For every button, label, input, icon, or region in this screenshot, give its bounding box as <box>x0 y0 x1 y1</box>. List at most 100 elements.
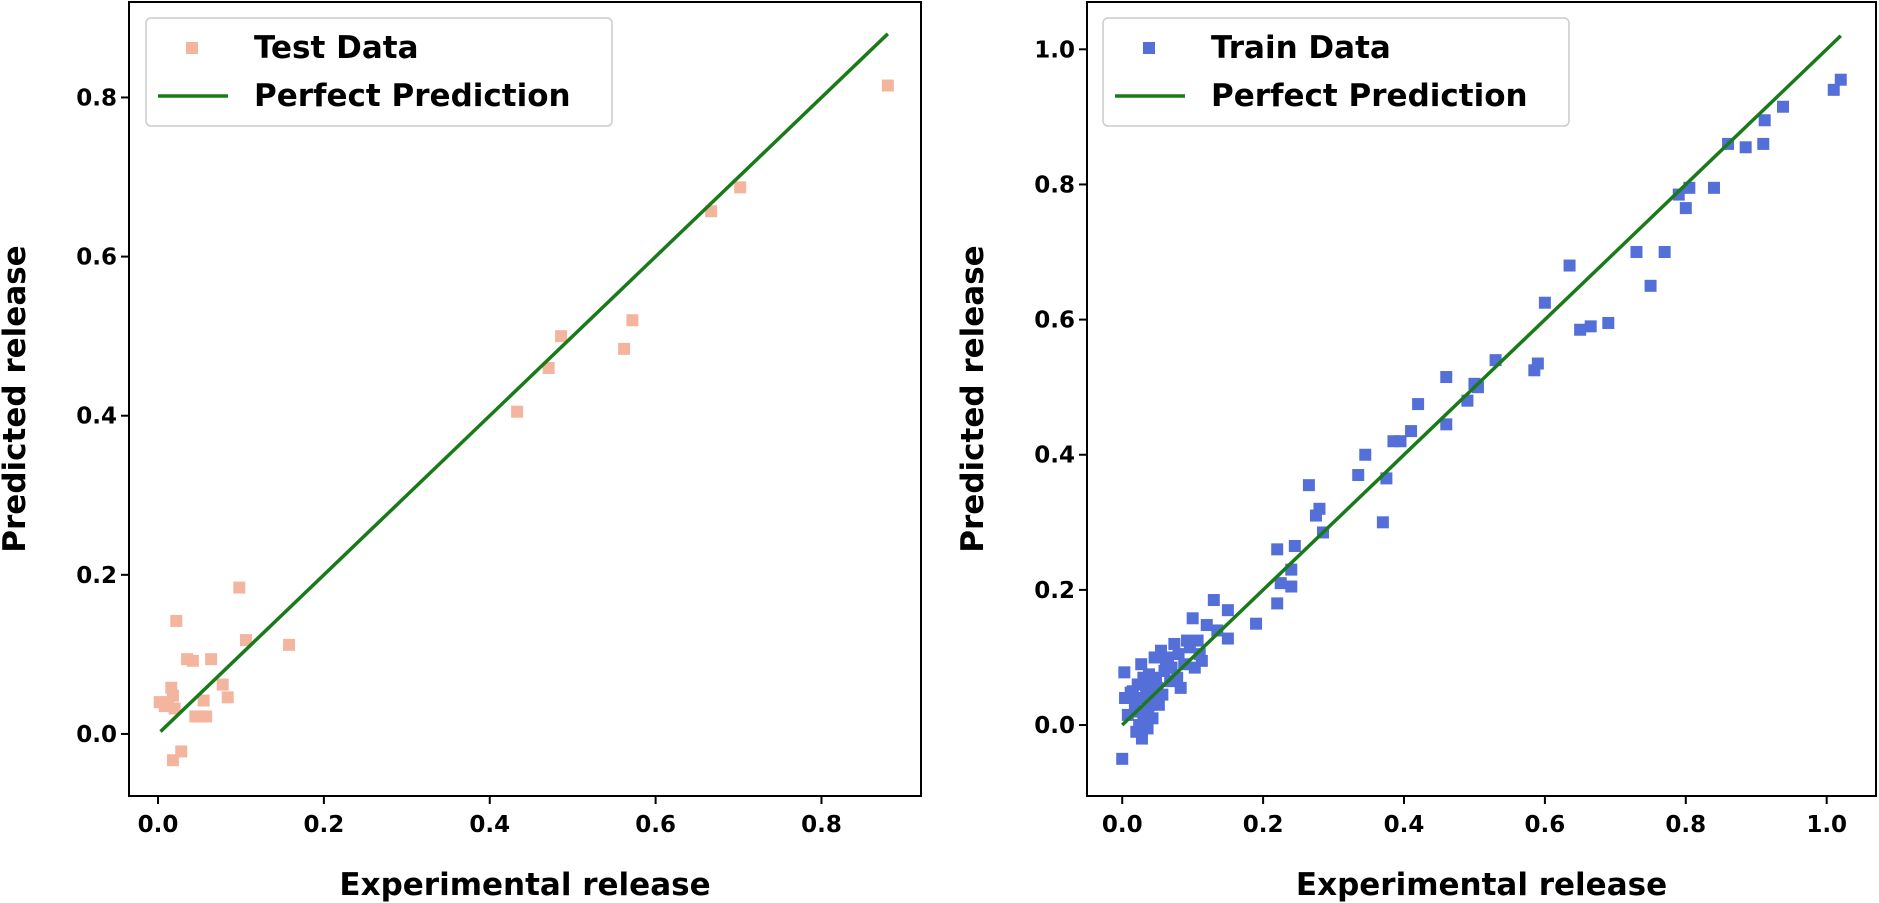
legend-label: Test Data <box>254 30 419 66</box>
legend-label: Train Data <box>1211 30 1391 66</box>
train-data-point <box>1584 320 1597 333</box>
x-tick-label: 0.0 <box>1102 812 1143 838</box>
legend <box>145 17 613 127</box>
y-tick-label: 0.8 <box>1034 172 1075 198</box>
train-data-point <box>1200 619 1213 632</box>
x-tick-label: 0.6 <box>635 812 676 838</box>
x-tick-label: 0.2 <box>1243 812 1284 838</box>
train-data-point <box>1757 137 1770 150</box>
test-data-point <box>205 653 218 666</box>
train-data-point <box>1271 543 1284 556</box>
train-data-point <box>1538 296 1551 309</box>
test-data-point <box>221 691 234 704</box>
x-tick-label: 0.4 <box>469 812 510 838</box>
y-axis-label: Predicted release <box>955 245 991 552</box>
x-tick-label: 0.8 <box>1665 812 1706 838</box>
y-tick-label: 0.6 <box>1034 308 1075 334</box>
x-tick-label: 0.8 <box>801 812 842 838</box>
test-data-point <box>200 710 213 723</box>
train-data-point <box>1211 624 1224 637</box>
train-data-point <box>1186 612 1199 625</box>
train-data-point <box>1221 632 1234 645</box>
train-data-point <box>1221 604 1234 617</box>
legend <box>1102 17 1570 127</box>
train-data-point <box>1207 594 1220 607</box>
train-data-point <box>1152 698 1165 711</box>
train-data-point <box>1630 246 1643 259</box>
train-data-point <box>1777 100 1790 113</box>
test-data-point <box>626 314 639 327</box>
left-panel: 0.0 0.2 0.4 0.6 0.8 0.0 0.2 0.4 0.6 0.8 Experiment… <box>0 1 922 903</box>
right-panel: 0.0 0.2 0.4 0.6 0.8 1.0 0.0 0.2 0.4 0.6 0.8 1.0 Expe… <box>955 1 1877 903</box>
legend-label: Perfect Prediction <box>1211 78 1528 114</box>
train-data-point <box>1602 316 1615 329</box>
legend-marker-square <box>1143 42 1155 54</box>
train-data-point <box>1405 425 1418 438</box>
y-tick-label: 0.0 <box>1034 713 1075 739</box>
train-data-point <box>1118 666 1131 679</box>
test-data-point <box>511 405 524 418</box>
x-tick-label: 0.0 <box>138 812 179 838</box>
y-tick-label: 1.0 <box>1034 37 1075 63</box>
y-tick-label: 0.8 <box>76 85 117 111</box>
y-tick-label: 0.2 <box>1034 578 1075 604</box>
train-data-point <box>1302 479 1315 492</box>
train-data-point <box>1135 658 1148 671</box>
test-data-point <box>239 634 252 647</box>
x-tick-label: 0.2 <box>304 812 345 838</box>
train-data-point <box>1440 418 1453 431</box>
test-data-point <box>197 694 210 707</box>
train-data-point <box>1679 202 1692 215</box>
y-tick-label: 0.4 <box>1034 443 1075 469</box>
train-data-point <box>1146 712 1159 725</box>
train-data-point <box>1274 577 1287 590</box>
test-data-point <box>734 181 747 194</box>
train-data-point <box>1707 181 1720 194</box>
train-data-point <box>1135 732 1148 745</box>
y-tick-label: 0.6 <box>76 245 117 271</box>
train-data-point <box>1471 381 1484 394</box>
train-data-point <box>1165 661 1178 674</box>
legend-label: Perfect Prediction <box>254 78 571 114</box>
test-data-point <box>618 342 631 355</box>
test-data-point <box>186 654 199 667</box>
train-data-point <box>1168 637 1181 650</box>
plot-frame <box>128 1 922 797</box>
train-data-point <box>1758 114 1771 127</box>
test-data-point <box>555 330 568 343</box>
train-data-point <box>1644 279 1657 292</box>
y-tick-label: 0.4 <box>76 404 117 430</box>
train-data-point <box>1834 73 1847 86</box>
train-data-point <box>1116 752 1129 765</box>
train-data-point <box>1309 509 1322 522</box>
train-data-point <box>1658 246 1671 259</box>
test-data-point <box>216 678 229 691</box>
train-data-point <box>1313 502 1326 515</box>
train-data-point <box>1672 188 1685 201</box>
train-data-point <box>1172 648 1185 661</box>
train-data-point <box>1739 141 1752 154</box>
x-axis-label: Experimental release <box>339 867 710 903</box>
test-data-point <box>170 614 183 627</box>
x-tick-label: 0.4 <box>1384 812 1425 838</box>
train-data-point <box>1141 722 1154 735</box>
test-data-point <box>233 581 246 594</box>
train-data-point <box>1563 259 1576 272</box>
train-data-point <box>1574 323 1587 336</box>
train-data-point <box>1440 371 1453 384</box>
train-data-point <box>1285 580 1298 593</box>
test-data-point <box>542 361 555 374</box>
test-data-point <box>283 638 296 651</box>
train-data-point <box>1394 435 1407 448</box>
perfect-prediction-line <box>159 32 890 733</box>
perfect-prediction-line <box>1121 34 1842 727</box>
legend-marker-square <box>186 42 198 54</box>
y-tick-label: 0.2 <box>76 563 117 589</box>
train-data-point <box>1827 83 1840 96</box>
test-data-point <box>881 79 894 92</box>
x-axis-label: Experimental release <box>1296 867 1667 903</box>
train-data-point <box>1352 469 1365 482</box>
train-data-point <box>1174 681 1187 694</box>
plot-frame <box>1086 1 1877 797</box>
train-data-point <box>1250 617 1263 630</box>
